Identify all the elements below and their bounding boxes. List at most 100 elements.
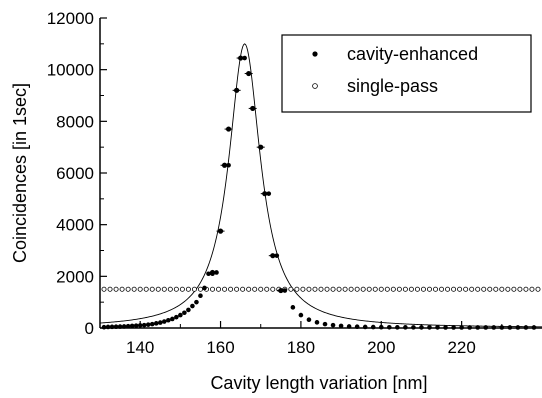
cavity-enhanced-peak-point — [225, 126, 232, 132]
single-pass-point — [185, 286, 191, 292]
single-pass-point — [240, 286, 246, 292]
single-pass-point — [481, 286, 487, 292]
single-pass-point — [131, 286, 137, 292]
cavity-enhanced-point — [174, 314, 179, 320]
single-pass-point — [101, 286, 107, 292]
single-pass-point — [408, 286, 414, 292]
cavity-enhanced-point — [395, 325, 400, 330]
single-pass-point — [493, 286, 499, 292]
legend-marker-cavity-enhanced — [312, 51, 318, 57]
single-pass-point — [433, 286, 439, 292]
single-pass-point — [457, 286, 463, 292]
y-axis-title: Coincidences [in 1sec] — [10, 83, 30, 263]
x-axis-title: Cavity length variation [nm] — [210, 373, 427, 393]
single-pass-point — [306, 286, 312, 292]
cavity-enhanced-point — [290, 305, 296, 310]
cavity-enhanced-point — [129, 323, 135, 329]
cavity-enhanced-peak-point — [270, 253, 276, 259]
y-tick-label: 6000 — [56, 164, 94, 183]
cavity-enhanced-point — [125, 323, 131, 329]
cavity-enhanced-point — [330, 322, 336, 328]
single-pass-point — [161, 286, 167, 292]
single-pass-point — [336, 286, 342, 292]
cavity-enhanced-peak-point — [234, 87, 240, 93]
x-tick-label: 200 — [367, 338, 395, 357]
single-pass-point — [191, 286, 197, 292]
cavity-enhanced-point — [523, 325, 529, 330]
single-pass-point — [113, 286, 119, 292]
single-pass-point — [264, 286, 270, 292]
single-pass-point — [119, 286, 125, 292]
legend-label-single-pass: single-pass — [347, 76, 438, 96]
cavity-enhanced-peak-point — [246, 70, 252, 77]
single-pass-point — [384, 286, 390, 292]
cavity-enhanced-point — [145, 322, 151, 327]
single-pass-point — [149, 286, 155, 292]
cavity-enhanced-point — [338, 323, 344, 329]
cavity-enhanced-peak-point — [238, 55, 244, 61]
single-pass-point — [463, 286, 469, 292]
single-pass-point — [378, 286, 384, 292]
single-pass-point — [300, 286, 306, 292]
single-pass-point — [511, 286, 517, 292]
single-pass-point — [318, 286, 324, 292]
cavity-enhanced-point — [194, 299, 199, 305]
single-pass-point — [234, 286, 240, 292]
cavity-enhanced-point — [242, 55, 247, 61]
cavity-enhanced-peak-point — [262, 191, 268, 197]
cavity-enhanced-point — [117, 324, 123, 329]
cavity-enhanced-point — [282, 288, 288, 293]
single-pass-point — [360, 286, 366, 292]
single-pass-point — [107, 286, 113, 292]
y-tick-label: 12000 — [47, 9, 94, 28]
cavity-enhanced-peak-point — [250, 105, 256, 112]
single-pass-point — [439, 286, 445, 292]
cavity-enhanced-point — [153, 321, 159, 326]
legend: cavity-enhanced single-pass — [281, 34, 532, 113]
cavity-enhanced-point — [105, 324, 111, 330]
single-pass-point — [414, 286, 420, 292]
single-pass-point — [517, 286, 523, 292]
cavity-enhanced-peak-point — [278, 287, 284, 294]
single-pass-point — [125, 286, 131, 292]
cavity-enhanced-point — [166, 317, 171, 323]
cavity-enhanced-point — [113, 324, 119, 330]
single-pass-point — [505, 286, 511, 292]
cavity-enhanced-point — [499, 325, 505, 330]
x-tick-label: 140 — [126, 338, 154, 357]
cavity-enhanced-point — [419, 325, 424, 330]
cavity-enhanced-point — [178, 312, 183, 318]
single-pass-point — [342, 286, 348, 292]
single-pass-point — [252, 286, 258, 292]
cavity-enhanced-point — [370, 324, 376, 330]
single-pass-point — [469, 286, 475, 292]
single-pass-point — [366, 286, 372, 292]
legend-label-cavity-enhanced: cavity-enhanced — [347, 44, 478, 64]
cavity-enhanced-peak-point — [217, 228, 224, 234]
cavity-enhanced-point — [182, 310, 187, 316]
single-pass-point — [155, 286, 161, 292]
cavity-enhanced-point — [186, 307, 191, 313]
cavity-enhanced-point — [459, 325, 464, 330]
cavity-enhanced-point — [141, 322, 147, 328]
single-pass-point — [390, 286, 396, 292]
single-pass-point — [167, 286, 173, 292]
single-pass-point — [324, 286, 330, 292]
single-pass-point — [210, 286, 216, 292]
single-pass-point — [420, 286, 426, 292]
cavity-enhanced-point — [198, 293, 203, 299]
single-pass-point — [402, 286, 408, 292]
single-pass-point — [270, 286, 276, 292]
y-tick-label: 4000 — [56, 216, 94, 235]
cavity-enhanced-point — [354, 324, 360, 330]
cavity-enhanced-point — [170, 316, 175, 322]
cavity-enhanced-point — [121, 324, 127, 329]
cavity-enhanced-point — [411, 325, 416, 330]
single-pass-point — [529, 286, 535, 292]
single-pass-point — [372, 286, 378, 292]
y-axis-ticks: 0 2000 4000 6000 8000 10000 12000 — [47, 9, 107, 338]
legend-marker-single-pass — [312, 83, 318, 89]
x-tick-label: 160 — [206, 338, 234, 357]
cavity-enhanced-point — [137, 323, 143, 328]
